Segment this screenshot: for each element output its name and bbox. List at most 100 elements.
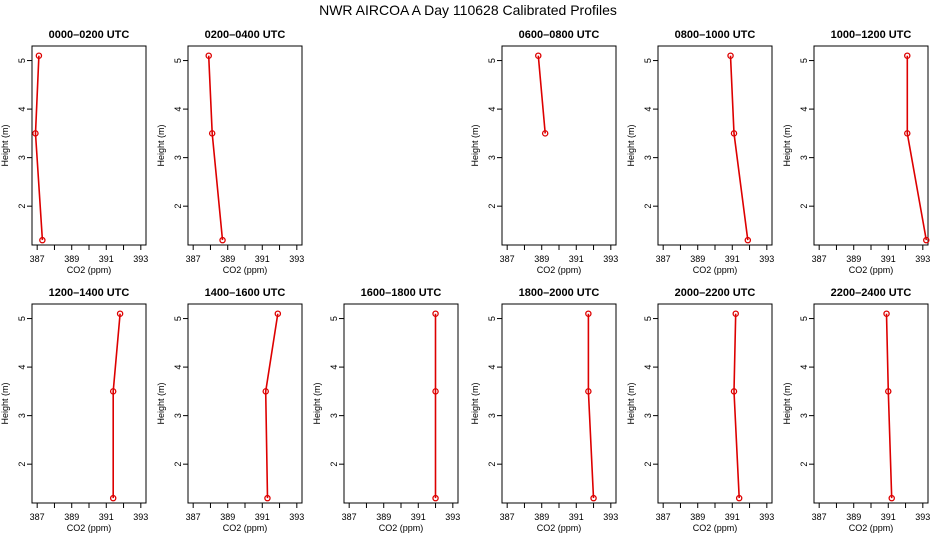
x-tick-label: 391 bbox=[725, 512, 740, 522]
y-tick-label: 2 bbox=[173, 204, 183, 209]
y-tick-label: 4 bbox=[799, 107, 809, 112]
y-tick-label: 5 bbox=[799, 58, 809, 63]
profile-line bbox=[906, 55, 928, 241]
y-axis-label: Height (m) bbox=[782, 382, 792, 424]
data-point bbox=[735, 494, 743, 502]
x-tick-label: 387 bbox=[656, 512, 671, 522]
profile-line bbox=[537, 55, 546, 134]
x-tick-label: 389 bbox=[64, 254, 79, 264]
y-axis-label: Height (m) bbox=[312, 382, 322, 424]
x-tick-label: 393 bbox=[133, 512, 148, 522]
plot-frame bbox=[657, 303, 773, 504]
x-tick-label: 391 bbox=[255, 254, 270, 264]
x-axis-label: CO2 (ppm) bbox=[537, 265, 582, 275]
data-point bbox=[264, 494, 271, 502]
panel-title: 1200–1400 UTC bbox=[49, 287, 130, 299]
x-tick-label: 393 bbox=[603, 254, 618, 264]
profile-line bbox=[112, 313, 121, 499]
y-tick-label: 5 bbox=[487, 316, 497, 321]
panel-title: 1800–2000 UTC bbox=[519, 287, 600, 299]
profile-line bbox=[264, 313, 279, 499]
panel-title: 0600–0800 UTC bbox=[519, 29, 600, 41]
x-axis-label: CO2 (ppm) bbox=[379, 523, 424, 533]
x-tick-label: 393 bbox=[603, 512, 618, 522]
data-point bbox=[432, 494, 439, 502]
data-point bbox=[590, 494, 597, 502]
x-axis-label: CO2 (ppm) bbox=[849, 523, 894, 533]
x-axis-label: CO2 (ppm) bbox=[849, 265, 894, 275]
x-tick-label: 389 bbox=[220, 512, 235, 522]
panel-title: 0000–0200 UTC bbox=[49, 29, 130, 41]
profile-line bbox=[729, 55, 749, 241]
x-tick-label: 387 bbox=[30, 512, 45, 522]
data-point bbox=[208, 130, 216, 137]
data-point bbox=[541, 130, 549, 137]
y-axis-label: Height (m) bbox=[470, 382, 480, 424]
data-point bbox=[262, 388, 269, 395]
x-tick-label: 387 bbox=[812, 512, 827, 522]
profile-panel: 0200–0400 UTC 387 389 391 393 CO2 (ppm) 2 3 4 5 He… bbox=[156, 29, 304, 275]
y-axis-label: Height (m) bbox=[626, 382, 636, 424]
data-point bbox=[727, 52, 734, 59]
y-tick-label: 3 bbox=[643, 413, 653, 418]
x-axis-label: CO2 (ppm) bbox=[223, 523, 268, 533]
panel-title: 2200–2400 UTC bbox=[831, 287, 912, 299]
x-tick-label: 393 bbox=[445, 512, 460, 522]
plot-frame bbox=[657, 45, 773, 246]
profile-panel: 1800–2000 UTC 387 389 391 393 CO2 (ppm) 2 3 4 5 He… bbox=[470, 287, 618, 533]
y-tick-label: 3 bbox=[17, 413, 27, 418]
profile-line bbox=[207, 55, 224, 241]
x-tick-label: 387 bbox=[656, 254, 671, 264]
x-tick-label: 389 bbox=[690, 254, 705, 264]
y-axis-label: Height (m) bbox=[782, 124, 792, 166]
x-tick-label: 391 bbox=[881, 254, 896, 264]
data-point bbox=[109, 388, 117, 395]
y-tick-label: 2 bbox=[643, 204, 653, 209]
data-point bbox=[432, 310, 439, 317]
y-tick-label: 4 bbox=[17, 365, 27, 370]
x-tick-label: 391 bbox=[569, 512, 584, 522]
y-tick-label: 5 bbox=[17, 58, 27, 63]
plot-frame bbox=[343, 303, 459, 504]
y-tick-label: 2 bbox=[487, 462, 497, 467]
plot-frame bbox=[813, 45, 929, 246]
data-point bbox=[730, 388, 738, 395]
data-point bbox=[904, 52, 911, 59]
x-tick-label: 389 bbox=[690, 512, 705, 522]
plot-frame bbox=[813, 303, 929, 504]
data-point bbox=[39, 236, 46, 244]
profile-line bbox=[885, 313, 893, 499]
x-tick-label: 393 bbox=[289, 512, 304, 522]
x-tick-label: 393 bbox=[289, 254, 304, 264]
profile-panel: 2000–2200 UTC 387 389 391 393 CO2 (ppm) 2 3 4 5 He… bbox=[626, 287, 774, 533]
x-tick-label: 393 bbox=[133, 254, 148, 264]
x-tick-label: 387 bbox=[30, 254, 45, 264]
x-tick-label: 391 bbox=[255, 512, 270, 522]
plot-frame bbox=[187, 303, 303, 504]
profile-panel: 2200–2400 UTC 387 389 391 393 CO2 (ppm) 2 3 4 5 He… bbox=[782, 287, 930, 533]
profile-line bbox=[587, 313, 595, 499]
y-tick-label: 4 bbox=[487, 365, 497, 370]
x-tick-label: 389 bbox=[376, 512, 391, 522]
x-tick-label: 391 bbox=[411, 512, 426, 522]
plot-frame bbox=[31, 45, 147, 246]
x-axis-label: CO2 (ppm) bbox=[693, 523, 738, 533]
y-tick-label: 5 bbox=[643, 316, 653, 321]
y-tick-label: 3 bbox=[799, 155, 809, 160]
x-tick-label: 389 bbox=[64, 512, 79, 522]
y-tick-label: 3 bbox=[643, 155, 653, 160]
plot-frame bbox=[501, 303, 617, 504]
y-tick-label: 3 bbox=[173, 155, 183, 160]
y-tick-label: 2 bbox=[799, 204, 809, 209]
x-tick-label: 391 bbox=[569, 254, 584, 264]
profile-panel: 0600–0800 UTC 387 389 391 393 CO2 (ppm) 2 3 4 5 He… bbox=[470, 29, 618, 275]
y-tick-label: 5 bbox=[643, 58, 653, 63]
data-point bbox=[432, 388, 439, 395]
profile-panel: 1000–1200 UTC 387 389 391 393 CO2 (ppm) 2 3 4 5 He… bbox=[782, 29, 930, 275]
y-axis-label: Height (m) bbox=[470, 124, 480, 166]
data-point bbox=[730, 130, 738, 137]
profile-panel: 0000–0200 UTC 387 389 391 393 CO2 (ppm) 2 3 4 5 He… bbox=[0, 29, 148, 275]
y-tick-label: 4 bbox=[643, 107, 653, 112]
y-tick-label: 5 bbox=[17, 316, 27, 321]
